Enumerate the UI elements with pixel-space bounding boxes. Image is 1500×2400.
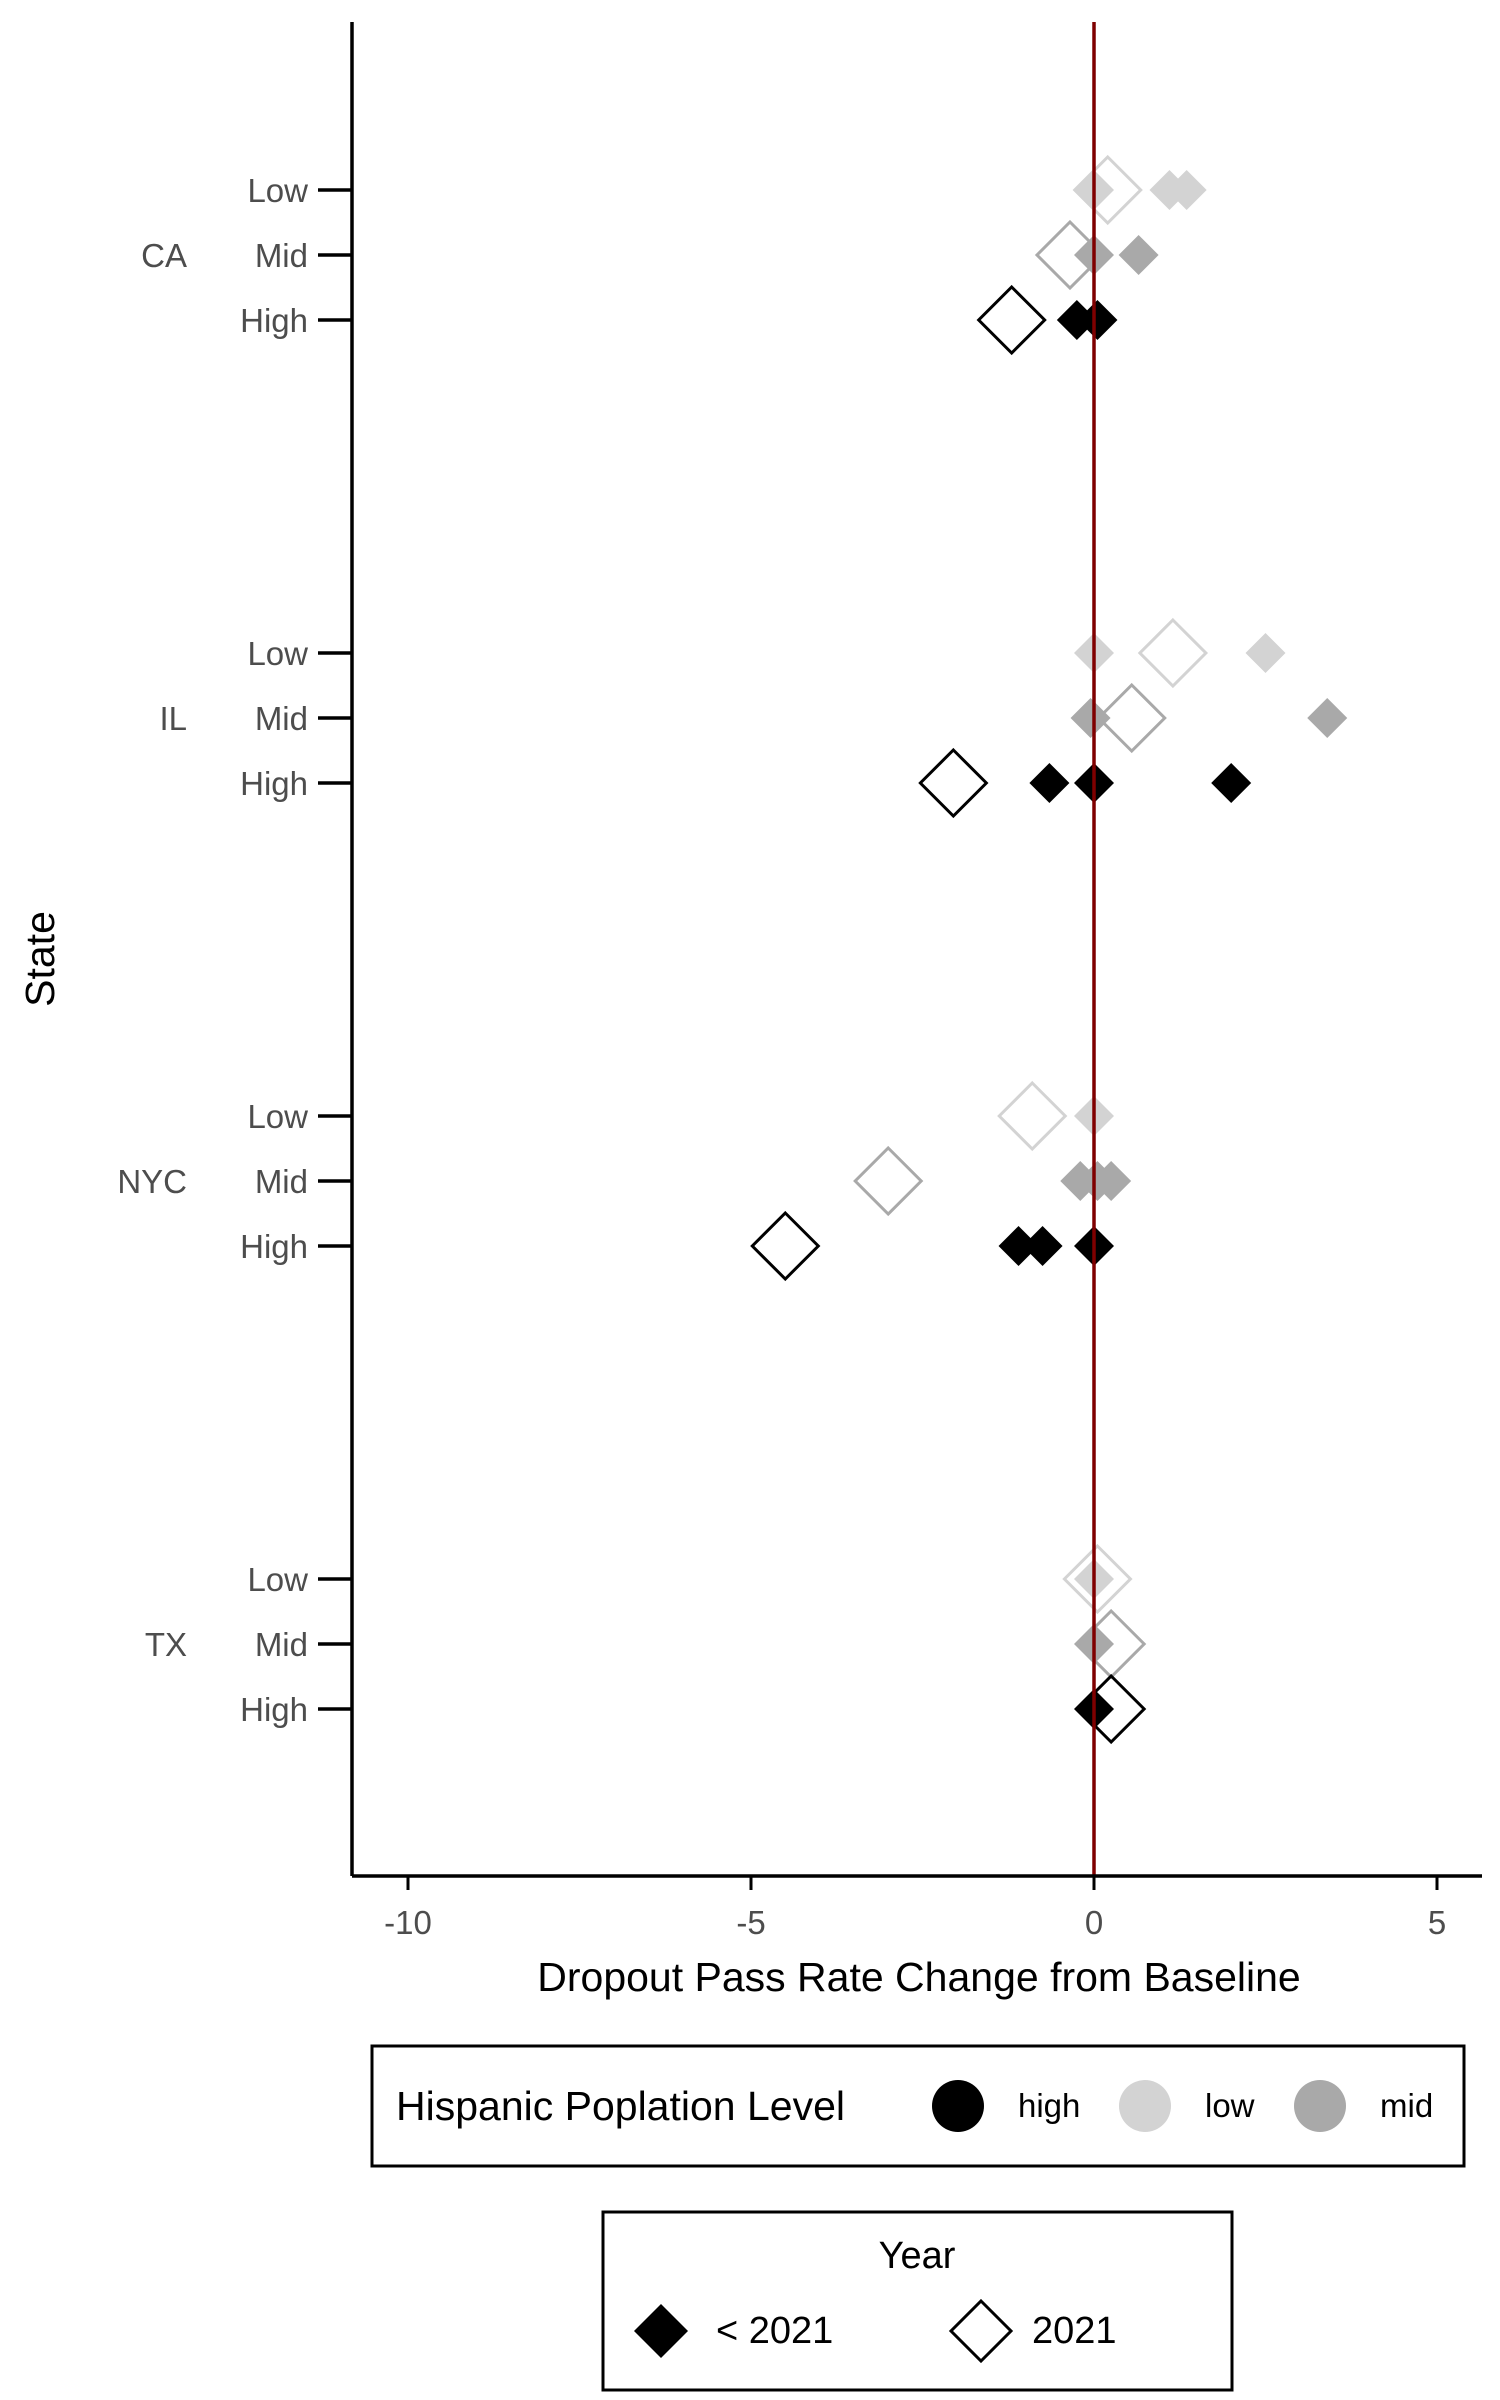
- legend-label-low: low: [1205, 2087, 1255, 2124]
- data-point-2021: [918, 747, 989, 819]
- y-tick-label-level: High: [240, 1691, 308, 1728]
- y-axis-ticks: Low Mid High CA Low Mid High IL Low Mid High NYC Low…: [117, 172, 352, 1728]
- data-point-before-2021: [1077, 300, 1118, 340]
- legend-year-box: [601, 2210, 1234, 2392]
- data-point-2021: [853, 1145, 924, 1217]
- data-point-before-2021: [1029, 763, 1070, 803]
- y-tick-label-level: High: [240, 765, 308, 802]
- legend-year: Year < 2021 2021: [601, 2210, 1234, 2392]
- x-axis-title: Dropout Pass Rate Change from Baseline: [537, 1954, 1300, 2000]
- data-point-2021: [1076, 1673, 1147, 1745]
- x-axis-ticks: -10 -5 0 5: [384, 1876, 1446, 1941]
- data-point-before-2021: [1166, 170, 1207, 210]
- legend-hispanic-title: Hispanic Poplation Level: [396, 2083, 845, 2129]
- data-point-2021: [750, 1210, 821, 1282]
- data-point-2021: [1062, 1543, 1133, 1615]
- data-point-2021: [976, 284, 1047, 356]
- y-tick-label-level: Mid: [255, 700, 308, 737]
- data-point-before-2021: [1211, 763, 1252, 803]
- data-point-2021: [1096, 682, 1167, 754]
- legend-hispanic-entries: high low mid: [932, 2080, 1433, 2132]
- x-tick-label: 0: [1085, 1904, 1103, 1941]
- legend-label-mid: mid: [1380, 2087, 1433, 2124]
- y-axis-title: State: [17, 911, 63, 1007]
- y-tick-label-state: IL: [159, 700, 187, 737]
- data-point-before-2021: [1091, 1161, 1132, 1201]
- legend-label-high: high: [1018, 2087, 1080, 2124]
- data-point-before-2021: [1118, 235, 1159, 275]
- y-tick-label-state: NYC: [117, 1163, 187, 1200]
- data-point-before-2021: [1022, 1226, 1063, 1266]
- legend-key-low: [1119, 2080, 1171, 2132]
- legend-key-year-before-2021: [634, 2304, 688, 2358]
- data-point-2021: [1072, 154, 1143, 226]
- chart-marks: [750, 154, 1348, 1745]
- legend-key-high: [932, 2080, 984, 2132]
- y-tick-label-level: Mid: [255, 1163, 308, 1200]
- y-tick-label-level: Mid: [255, 237, 308, 274]
- data-point-before-2021: [998, 1226, 1039, 1266]
- legend-hispanic-box: [370, 2044, 1466, 2168]
- data-point-before-2021: [1056, 300, 1097, 340]
- y-tick-label-level: Low: [247, 1561, 308, 1598]
- y-tick-label-level: Mid: [255, 1626, 308, 1663]
- data-point-before-2021: [1070, 698, 1111, 738]
- y-tick-label-level: Low: [247, 172, 308, 209]
- data-point-2021: [1034, 219, 1106, 291]
- data-point-before-2021: [1307, 698, 1348, 738]
- y-tick-label-state: TX: [145, 1626, 187, 1663]
- legend-label-year: 2021: [1032, 2310, 1117, 2352]
- legend-year-title: Year: [879, 2235, 956, 2277]
- legend-year-entries: < 2021 2021: [634, 2298, 1117, 2364]
- y-tick-label-level: High: [240, 302, 308, 339]
- legend-label-year: < 2021: [716, 2310, 833, 2352]
- legend-hispanic-level: Hispanic Poplation Level high low mid: [370, 2044, 1466, 2168]
- data-point-before-2021: [1245, 633, 1286, 673]
- y-tick-label-level: Low: [247, 635, 308, 672]
- x-tick-label: -10: [384, 1904, 432, 1941]
- x-tick-label: -5: [736, 1904, 765, 1941]
- data-point-2021: [1137, 617, 1209, 689]
- y-tick-label-level: Low: [247, 1098, 308, 1135]
- y-tick-label-level: High: [240, 1228, 308, 1265]
- legend-key-mid: [1294, 2080, 1346, 2132]
- data-point-2021: [997, 1080, 1068, 1152]
- y-tick-label-state: CA: [141, 237, 187, 274]
- x-tick-label: 5: [1428, 1904, 1446, 1941]
- legend-key-year-2021: [948, 2298, 1014, 2364]
